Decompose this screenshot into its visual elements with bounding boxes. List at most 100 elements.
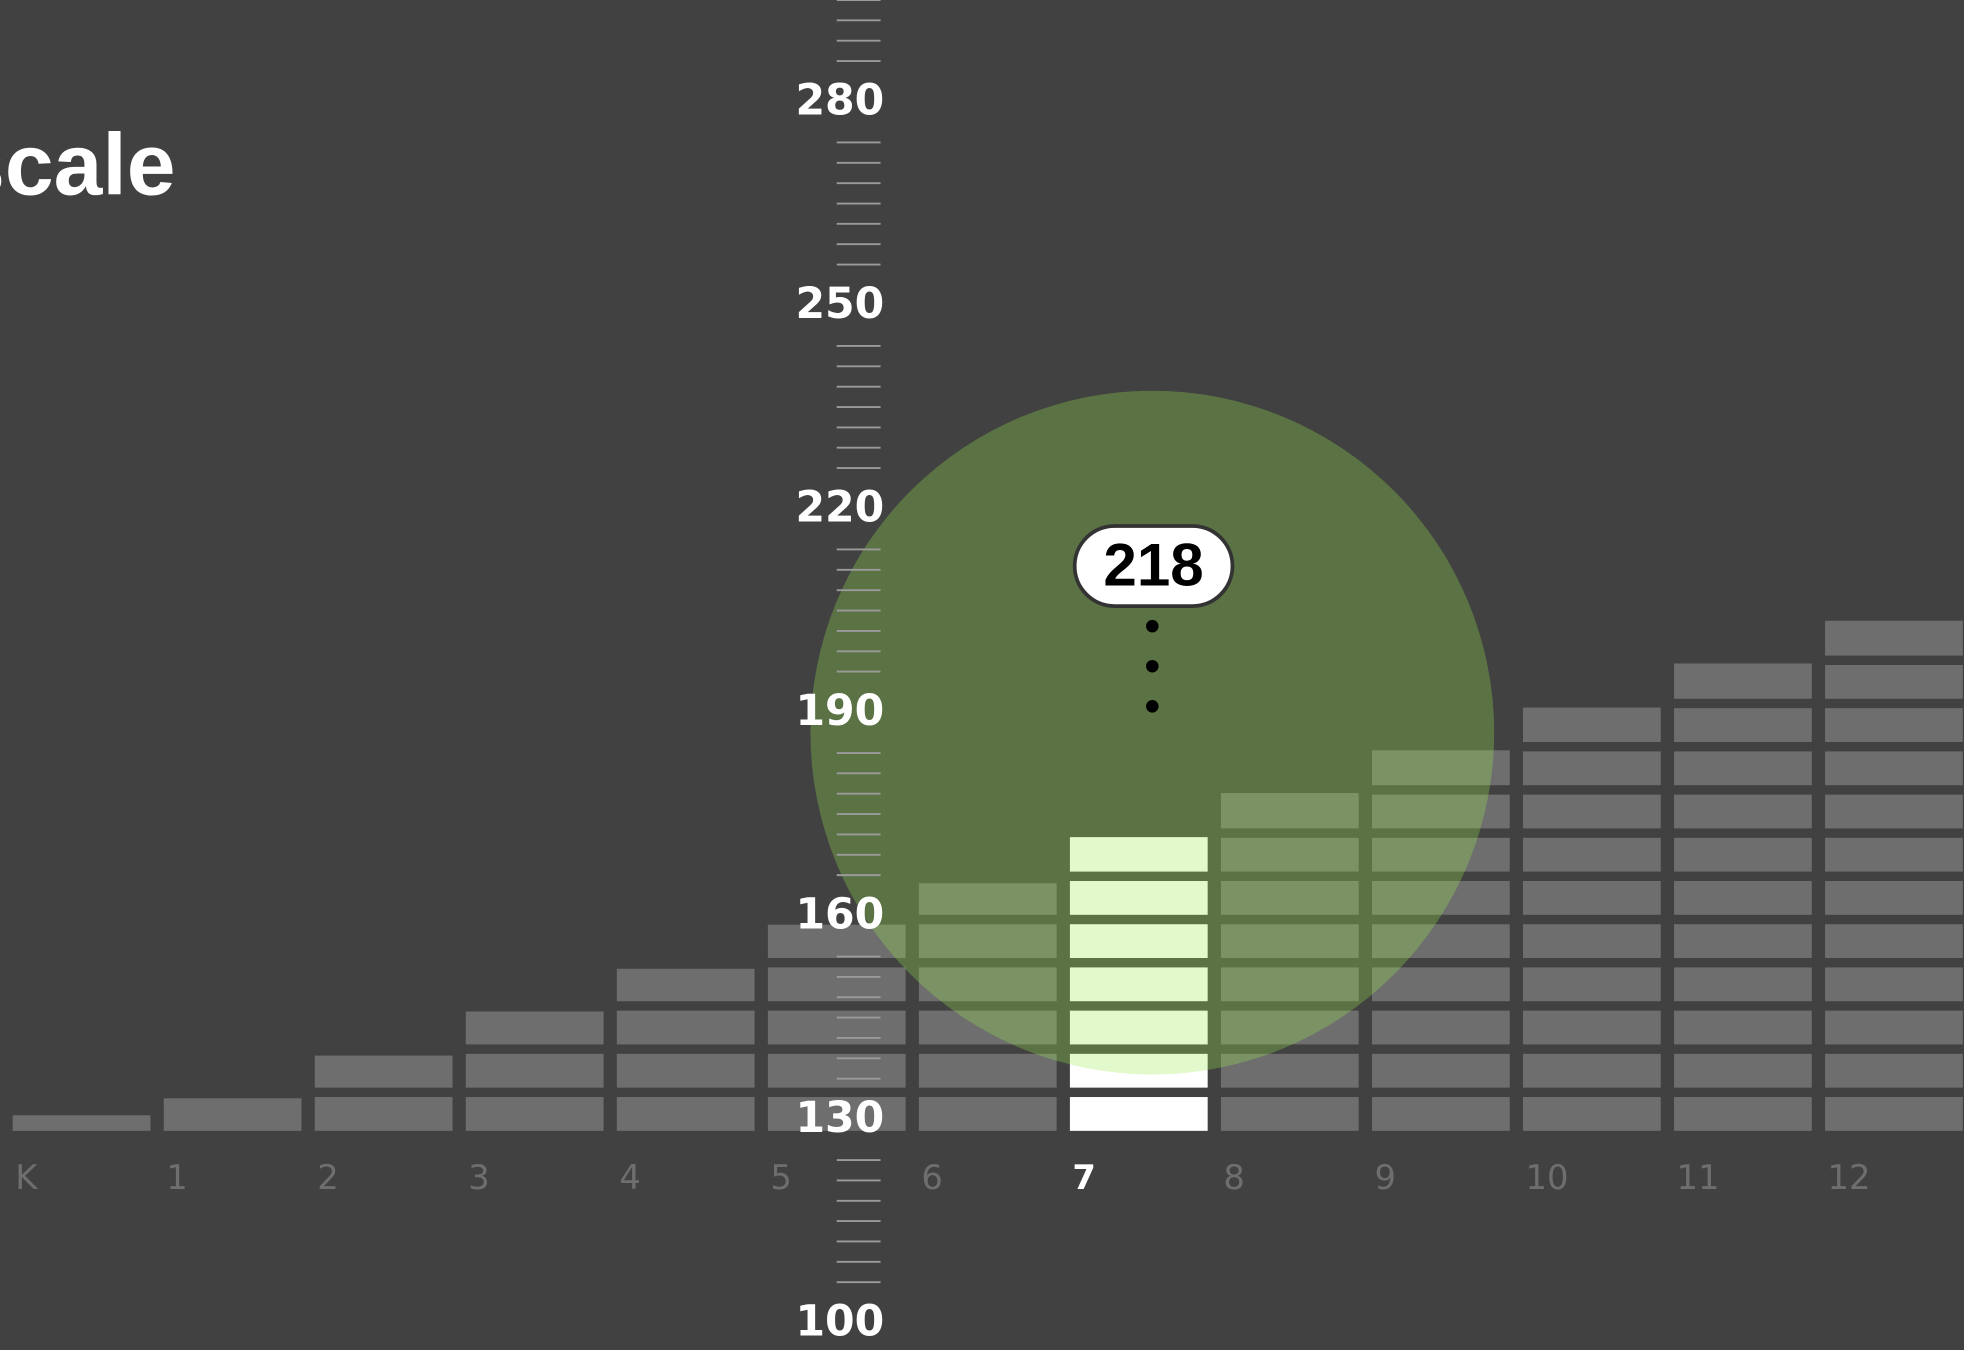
block-gap [1521, 1087, 1663, 1098]
block-gap [1068, 1001, 1209, 1011]
block-gap [1672, 1044, 1814, 1054]
block-gap [1370, 785, 1511, 795]
block-gap [1672, 785, 1814, 795]
block-gap [1370, 871, 1511, 882]
highlight-circle [810, 390, 1495, 1075]
block-gap [1823, 698, 1964, 709]
block-gap [1370, 914, 1511, 925]
block-gap [1672, 828, 1814, 838]
block-gap [1521, 1044, 1663, 1054]
x-tick-label: 5 [770, 1158, 792, 1197]
block-gap [615, 1001, 756, 1011]
block-gap [1823, 1001, 1964, 1011]
block-gap [1672, 741, 1814, 752]
y-tick-label: 100 [795, 1297, 884, 1347]
block-gap [1521, 914, 1663, 925]
callout-bubble [1072, 524, 1235, 609]
block-gap [1068, 1087, 1209, 1098]
y-tick-label: 280 [795, 76, 884, 126]
block-gap [1672, 1087, 1814, 1098]
block-gap [1823, 914, 1964, 925]
block-gap [1521, 785, 1663, 795]
block-gap [1219, 1087, 1360, 1098]
block-gap [1370, 1087, 1511, 1098]
block-gap [1219, 1044, 1360, 1054]
block-gap [1823, 828, 1964, 838]
block-gap [1521, 958, 1663, 968]
x-tick-label: 4 [619, 1158, 641, 1197]
block-gap [1521, 871, 1663, 882]
block-gap [1370, 958, 1511, 968]
block-gap [1068, 1044, 1209, 1054]
x-tick-label: 12 [1828, 1158, 1871, 1197]
block-gap [1521, 741, 1663, 752]
x-tick-label: 1 [166, 1158, 188, 1197]
y-tick-label: 130 [795, 1093, 884, 1143]
block-gap [464, 1044, 605, 1054]
block-gap [917, 1001, 1058, 1011]
block-gap [1370, 1001, 1511, 1011]
block-gap [766, 958, 907, 968]
x-tick-label: 10 [1526, 1158, 1569, 1197]
block-gap [615, 1044, 756, 1054]
block-gap [766, 1087, 907, 1098]
block-gap [1672, 914, 1814, 925]
bar [465, 1011, 604, 1131]
x-tick-label: 3 [468, 1158, 490, 1197]
x-tick-label: 8 [1223, 1158, 1245, 1197]
block-gap [1823, 1044, 1964, 1054]
block-gap [1521, 1001, 1663, 1011]
x-tick-label: 11 [1677, 1158, 1720, 1197]
block-gap [766, 1044, 907, 1054]
x-tick-label: 6 [921, 1158, 943, 1197]
block-gap [615, 1087, 756, 1098]
block-gap [1219, 828, 1360, 838]
callout-label: 218 [1103, 532, 1203, 599]
callout-dot [1146, 659, 1159, 673]
block-gap [1068, 871, 1209, 882]
bar [1069, 837, 1208, 1131]
chart-title: scale [0, 116, 176, 214]
block-gap [1672, 1001, 1814, 1011]
block-gap [1823, 958, 1964, 968]
block-gap [917, 958, 1058, 968]
y-tick-label: 190 [795, 686, 884, 736]
x-tick-label: 9 [1374, 1158, 1396, 1197]
block-gap [1672, 698, 1814, 709]
x-tick-label: 2 [317, 1158, 339, 1197]
block-gap [1068, 958, 1209, 968]
bar [1674, 663, 1812, 1131]
block-gap [1219, 871, 1360, 882]
block-gap [1823, 1087, 1964, 1098]
block-gap [1219, 958, 1360, 968]
bar [163, 1098, 302, 1131]
bar [12, 1115, 151, 1131]
y-tick-label: 220 [795, 483, 884, 533]
block-gap [1823, 785, 1964, 795]
callout-dot [1146, 700, 1159, 713]
y-tick-label: 160 [795, 890, 884, 940]
block-gap [766, 1001, 907, 1011]
y-tick-label: 250 [795, 279, 884, 329]
block-gap [1823, 741, 1964, 752]
block-gap [1219, 914, 1360, 925]
block-gap [1370, 1044, 1511, 1054]
block-gap [917, 1044, 1058, 1054]
block-gap [1068, 914, 1209, 925]
block-gap [464, 1087, 605, 1098]
bar [1371, 750, 1510, 1131]
block-gap [917, 914, 1058, 925]
block-gap [917, 1087, 1058, 1098]
block-gap [1672, 958, 1814, 968]
block-gap [1219, 1001, 1360, 1011]
block-gap [1823, 655, 1964, 665]
block-gap [313, 1087, 454, 1098]
x-tick-label: K [15, 1158, 38, 1197]
x-tick-label: 7 [1072, 1158, 1096, 1197]
block-gap [1823, 871, 1964, 882]
block-gap [1672, 871, 1814, 882]
block-gap [1521, 828, 1663, 838]
callout-dot [1146, 619, 1159, 633]
